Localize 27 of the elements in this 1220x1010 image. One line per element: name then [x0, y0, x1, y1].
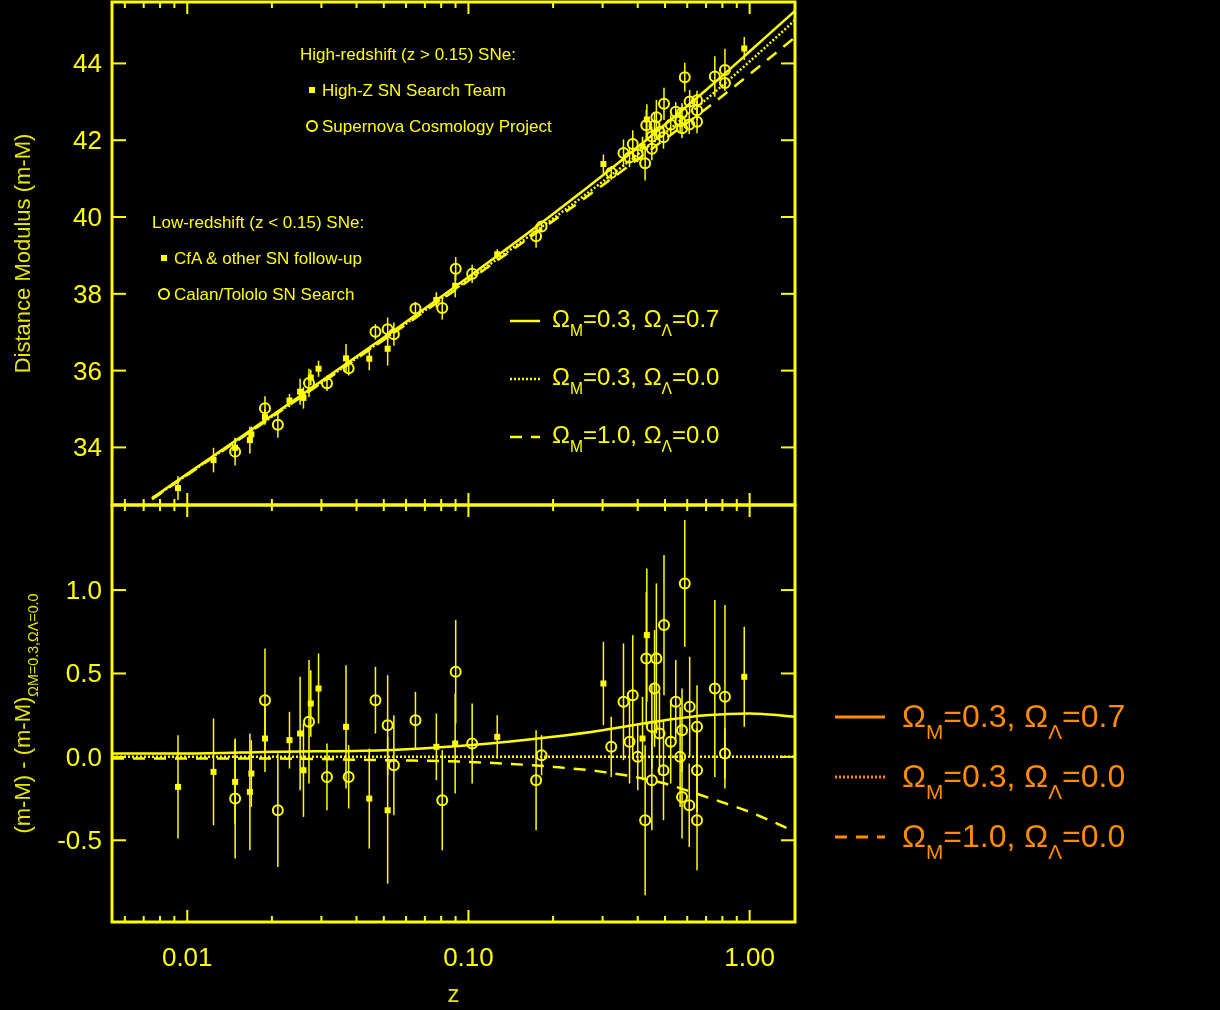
y-tick-label: 42: [73, 125, 102, 156]
x-tick-label: 0.01: [161, 942, 213, 972]
y-tick-label: -0.5: [57, 825, 102, 856]
legend-label: High-Z SN Search Team: [322, 81, 506, 100]
y-tick-label: 34: [73, 432, 102, 463]
text: Ω$_{M}$=0.3, Ω$_{Λ}$=0.0: [902, 758, 1126, 803]
legend-label: Ω$_{M}$=0.3, Ω$_{Λ}$=0.7: [552, 305, 720, 339]
y-tick-label: 40: [73, 202, 102, 233]
annotation: Low-redshift (z < 0.15) SNe:: [152, 213, 365, 232]
y-tick-label: 36: [73, 355, 102, 386]
y-tick-label: 0.5: [65, 658, 102, 689]
x-tick-label: 1.00: [724, 942, 775, 972]
legend-label: CfA & other SN follow-up: [174, 249, 363, 268]
annotation: High-redshift (z > 0.15) SNe:: [300, 45, 516, 64]
y-tick-label: 38: [73, 278, 102, 309]
text: Ω$_{M}$=1.0, Ω$_{Λ}$=0.0: [902, 818, 1126, 863]
x-tick-label: 0.10: [443, 942, 494, 972]
legend-label: Calan/Tololo SN Search: [174, 285, 355, 304]
legend-label: Ω$_{M}$=0.3, Ω$_{Λ}$=0.0: [552, 363, 720, 397]
y-axis-title: Distance Modulus (m-M): [10, 133, 35, 374]
x-axis-title: z: [447, 980, 460, 1007]
text: Ω$_{M}$=0.3, Ω$_{Λ}$=0.7: [902, 698, 1126, 743]
legend-label: Supernova Cosmology Project: [322, 117, 552, 136]
y-tick-label: 0.0: [65, 741, 102, 772]
legend-label: Ω$_{M}$=1.0, Ω$_{Λ}$=0.0: [552, 421, 720, 455]
y-tick-label: 1.0: [65, 575, 102, 606]
y-tick-label: 44: [73, 48, 102, 79]
